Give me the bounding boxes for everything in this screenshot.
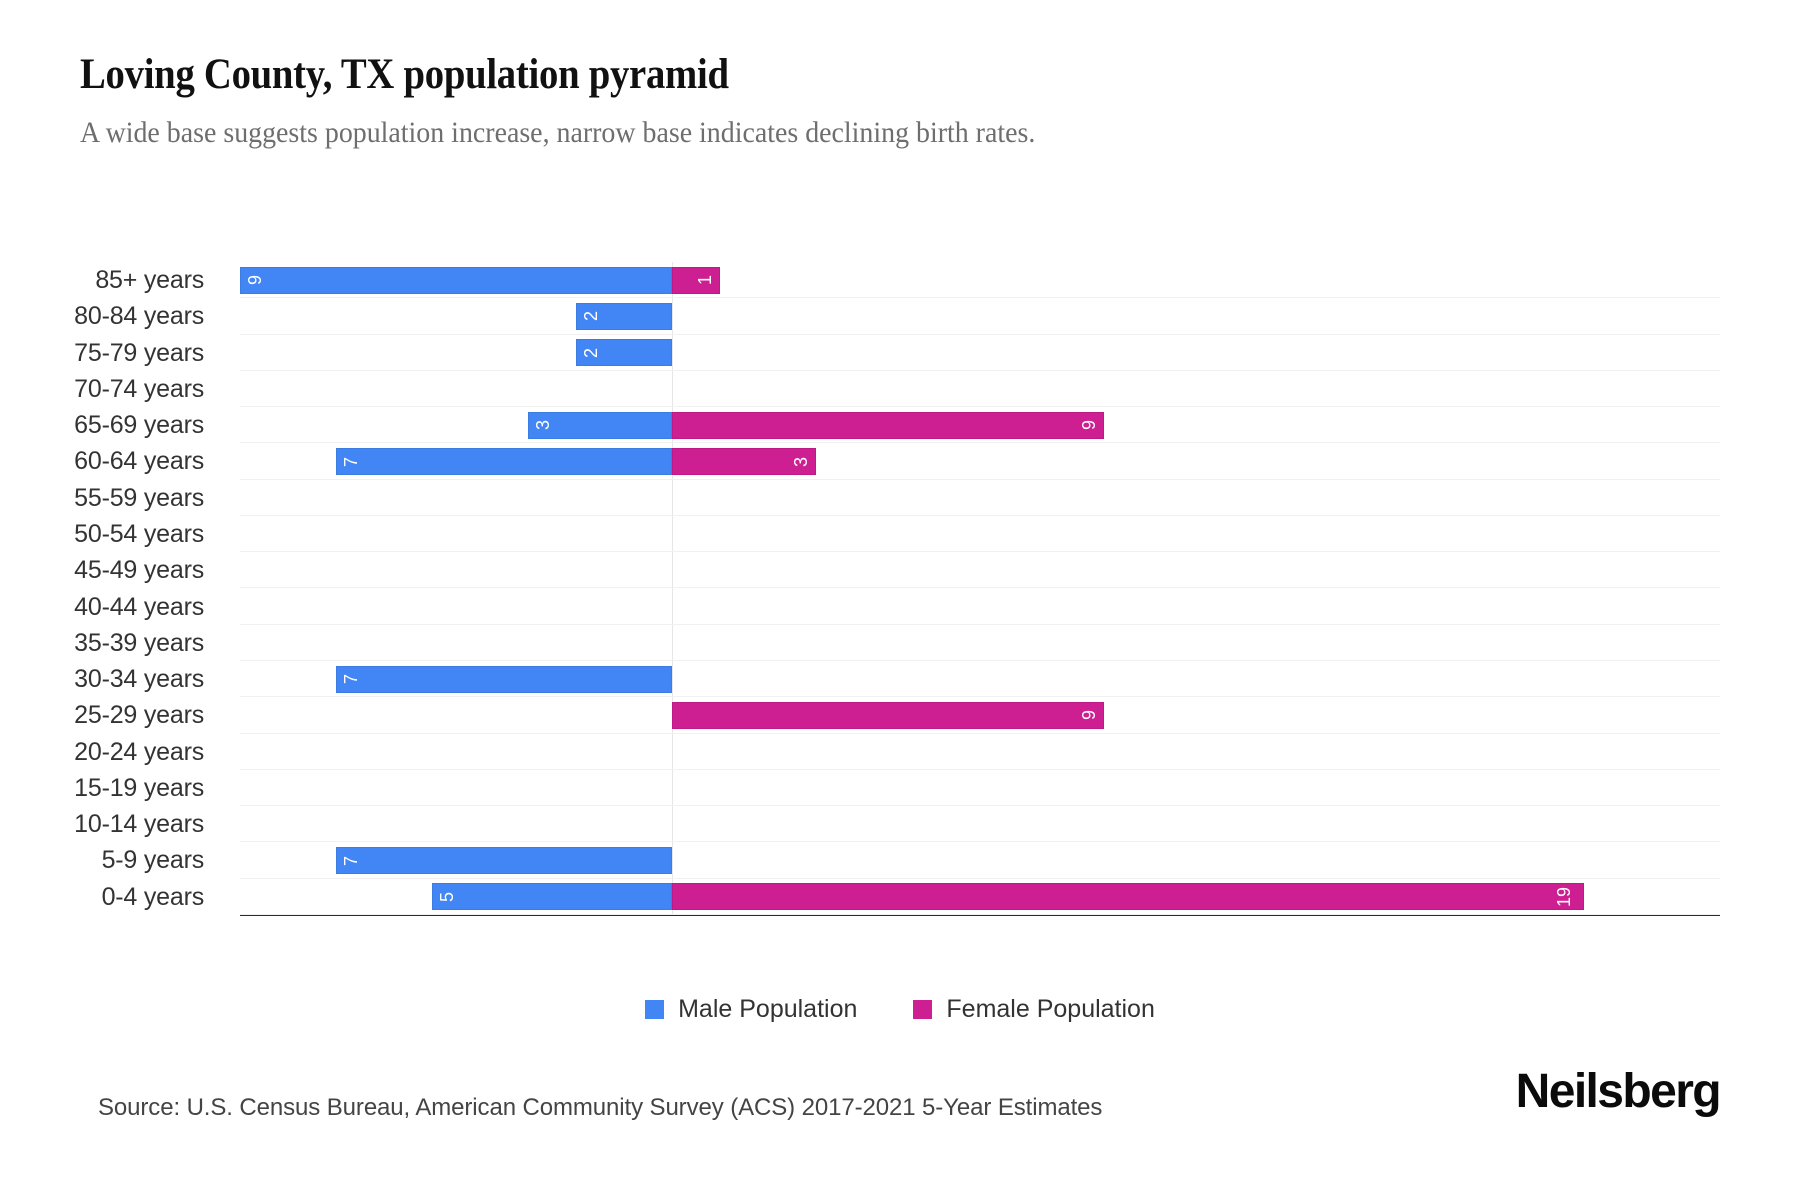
x-axis-baseline (240, 914, 1720, 916)
row-gridline (240, 297, 1720, 299)
chart-legend: Male Population Female Population (0, 995, 1800, 1024)
male-bar-value: 2 (581, 311, 602, 322)
row-gridline (240, 841, 1720, 843)
y-axis-tick-label: 20-24 years (74, 737, 204, 766)
row-gridline (240, 514, 1720, 516)
female-legend-swatch (913, 1000, 933, 1019)
y-axis-tick-label: 25-29 years (74, 701, 204, 730)
row-gridline (240, 333, 1720, 335)
y-axis-tick-label: 45-49 years (74, 556, 204, 585)
pyramid-row: 15-19 years00 (74, 770, 1720, 807)
chart-subtitle: A wide base suggests population increase… (80, 115, 1036, 149)
female-bar[interactable]: 9 (672, 411, 1104, 439)
pyramid-row: 0-4 years 5 19 (102, 879, 1720, 915)
legend-item[interactable]: Male Population (645, 995, 857, 1024)
y-axis-tick-label: 60-64 years (74, 447, 204, 476)
pyramid-row: 25-29 years09 (74, 697, 1720, 734)
female-bar-value: 19 (1553, 886, 1574, 907)
row-gridline (240, 623, 1720, 625)
male-bar-value: 3 (533, 420, 554, 431)
row-gridline (240, 732, 1720, 734)
male-legend-swatch (645, 1000, 665, 1019)
pyramid-row: 50-54 years00 (74, 516, 1720, 553)
pyramid-row: 10-14 years00 (74, 806, 1720, 843)
y-axis-tick-label: 10-14 years (74, 810, 204, 839)
pyramid-row: 70-74 years00 (74, 371, 1720, 408)
female-bar[interactable]: 1 (672, 266, 720, 294)
row-gridline (240, 805, 1720, 807)
y-axis-tick-label: 75-79 years (74, 338, 204, 367)
y-axis-tick-label: 30-34 years (74, 665, 204, 694)
male-bar-value: 9 (245, 275, 266, 286)
y-axis-tick-label: 15-19 years (74, 773, 204, 802)
male-bar-value: 2 (581, 347, 602, 358)
y-axis-tick-label: 50-54 years (74, 519, 204, 548)
legend-item-label: Male Population (678, 995, 858, 1023)
pyramid-row: 85+ years 9 1 (95, 262, 1720, 299)
row-gridline (240, 406, 1720, 408)
male-bar-value: 5 (437, 891, 458, 902)
pyramid-row: 65-69 years 3 9 (74, 407, 1720, 444)
y-axis-tick-label: 55-59 years (74, 483, 204, 512)
y-axis-tick-label: 40-44 years (74, 592, 204, 621)
female-bar[interactable]: 3 (672, 448, 816, 475)
y-axis-tick-label: 85+ years (95, 266, 204, 294)
row-gridline (240, 877, 1720, 879)
center-axis-line (672, 262, 673, 915)
male-bar[interactable]: 7 (336, 847, 672, 875)
female-bar-value: 9 (1078, 420, 1099, 431)
row-gridline (240, 587, 1720, 589)
male-bar[interactable]: 5 (432, 883, 672, 911)
male-bar[interactable]: 7 (336, 448, 672, 475)
pyramid-row: 55-59 years00 (74, 480, 1720, 516)
y-axis-tick-label: 65-69 years (74, 411, 204, 440)
page-title: Loving County, TX population pyramid (80, 51, 729, 98)
pyramid-row: 75-79 years20 (74, 335, 1720, 371)
female-bar[interactable]: 9 (672, 701, 1104, 729)
male-bar[interactable]: 3 (528, 411, 672, 439)
male-bar-value: 7 (341, 456, 362, 467)
row-gridline (240, 442, 1720, 444)
row-gridline (240, 696, 1720, 698)
legend-item-label: Female Population (946, 995, 1155, 1023)
pyramid-row: 80-84 years20 (74, 298, 1720, 335)
pyramid-row: 20-24 years00 (74, 734, 1720, 770)
male-bar[interactable]: 2 (576, 339, 672, 367)
female-bar-value: 3 (790, 456, 811, 467)
y-axis-tick-label: 35-39 years (74, 628, 204, 657)
pyramid-row: 60-64 years 7 3 (74, 443, 1720, 480)
row-gridline (240, 913, 1720, 915)
chart-header: Loving County, TX population pyramid A w… (80, 50, 1720, 151)
row-gridline (240, 768, 1720, 770)
row-gridline (240, 478, 1720, 480)
row-gridline (240, 551, 1720, 553)
male-bar[interactable]: 2 (576, 302, 672, 330)
y-axis-tick-label: 5-9 years (101, 846, 205, 875)
row-gridline (240, 369, 1720, 371)
female-bar-value: 9 (1078, 710, 1099, 721)
brand-logo: Neilsberg (1515, 1065, 1722, 1118)
pyramid-row: 40-44 years00 (74, 589, 1720, 625)
pyramid-row: 45-49 years00 (74, 552, 1720, 589)
y-axis-tick-label: 70-74 years (74, 374, 204, 403)
male-bar-value: 7 (341, 855, 362, 866)
legend-item[interactable]: Female Population (913, 995, 1155, 1024)
y-axis-tick-label: 0-4 years (101, 882, 205, 911)
female-bar-value: 1 (694, 275, 715, 286)
source-note: Source: U.S. Census Bureau, American Com… (98, 1094, 1103, 1121)
pyramid-row: 35-39 years00 (74, 625, 1720, 662)
male-bar[interactable]: 7 (336, 665, 672, 693)
y-axis-tick-label: 80-84 years (74, 302, 204, 331)
male-bar-value: 7 (341, 674, 362, 685)
row-gridline (240, 660, 1720, 662)
male-bar[interactable]: 9 (240, 266, 672, 294)
female-bar[interactable]: 19 (672, 883, 1584, 911)
